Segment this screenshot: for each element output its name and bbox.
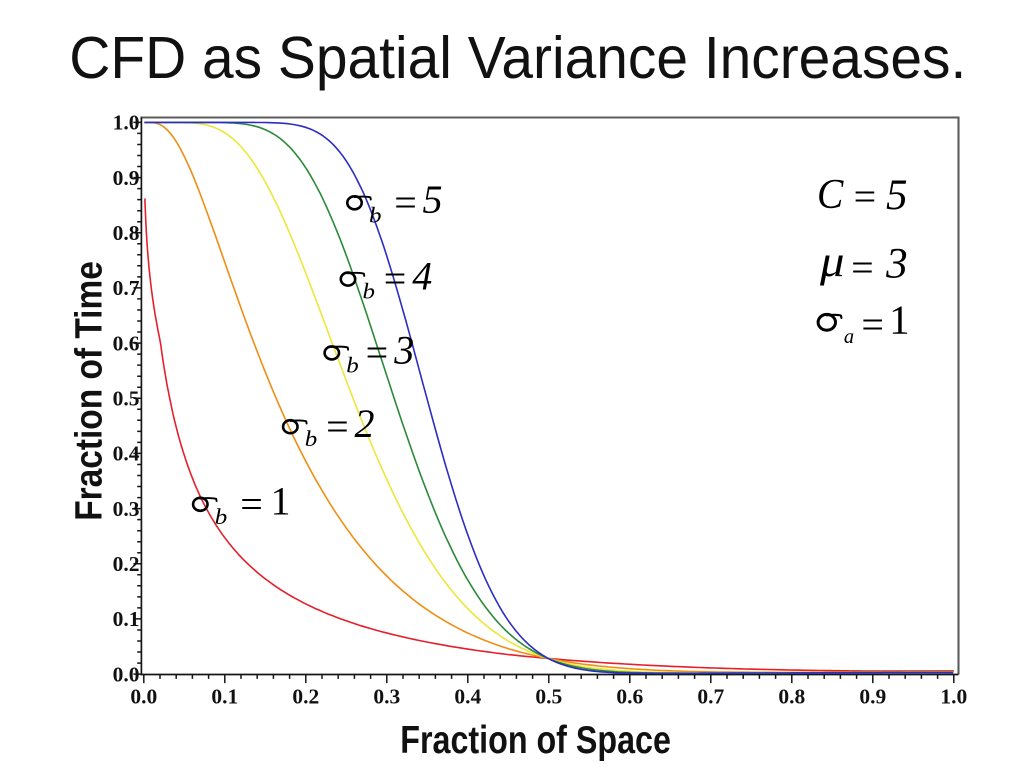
svg-text:0.6: 0.6	[113, 331, 140, 355]
svg-text:5: 5	[886, 172, 908, 219]
svg-text:μ: μ	[819, 237, 845, 286]
svg-text:0.5: 0.5	[535, 685, 562, 709]
svg-text:2: 2	[355, 401, 375, 446]
svg-text:0.7: 0.7	[113, 276, 140, 300]
svg-text:b: b	[346, 352, 359, 377]
svg-text:Fraction of Time: Fraction of Time	[69, 261, 111, 521]
svg-text:=: =	[366, 330, 389, 375]
svg-text:0.0: 0.0	[130, 685, 157, 709]
svg-text:0.0: 0.0	[113, 662, 140, 686]
svg-text:0.7: 0.7	[697, 685, 724, 709]
svg-text:0.4: 0.4	[113, 442, 140, 466]
svg-text:1.0: 1.0	[940, 685, 967, 709]
svg-text:1: 1	[889, 297, 910, 343]
svg-text:b: b	[369, 202, 382, 227]
svg-text:0.8: 0.8	[778, 685, 805, 709]
svg-text:=: =	[240, 481, 263, 526]
svg-text:0.2: 0.2	[113, 552, 140, 576]
svg-text:3: 3	[885, 241, 908, 288]
svg-text:0.3: 0.3	[373, 685, 400, 709]
svg-text:0.6: 0.6	[616, 685, 643, 709]
svg-text:C: C	[817, 172, 844, 218]
svg-text:=: =	[326, 404, 349, 449]
svg-text:CFD as Spatial Variance Increa: CFD as Spatial Variance Increases.	[69, 25, 966, 91]
svg-text:0.2: 0.2	[292, 685, 319, 709]
svg-text:4: 4	[412, 254, 432, 299]
svg-text:5: 5	[423, 177, 443, 222]
svg-text:=: =	[384, 256, 407, 301]
svg-text:b: b	[215, 504, 228, 529]
svg-text:1.0: 1.0	[113, 111, 140, 135]
svg-text:b: b	[305, 426, 318, 451]
svg-text:0.9: 0.9	[113, 166, 140, 190]
svg-text:0.1: 0.1	[113, 607, 140, 631]
svg-text:0.3: 0.3	[113, 497, 140, 521]
svg-text:b: b	[363, 279, 376, 304]
svg-text:0.4: 0.4	[454, 685, 481, 709]
svg-text:0.9: 0.9	[859, 685, 886, 709]
svg-text:=: =	[861, 302, 884, 347]
svg-text:=: =	[851, 245, 874, 290]
svg-text:0.5: 0.5	[113, 387, 140, 411]
svg-text:=: =	[854, 174, 877, 219]
svg-text:Fraction of Space: Fraction of Space	[400, 719, 671, 762]
svg-text:1: 1	[271, 479, 291, 524]
svg-text:0.8: 0.8	[113, 221, 140, 245]
svg-text:3: 3	[393, 327, 414, 372]
svg-text:=: =	[394, 180, 417, 225]
svg-text:0.1: 0.1	[211, 685, 238, 709]
svg-text:a: a	[844, 324, 854, 348]
